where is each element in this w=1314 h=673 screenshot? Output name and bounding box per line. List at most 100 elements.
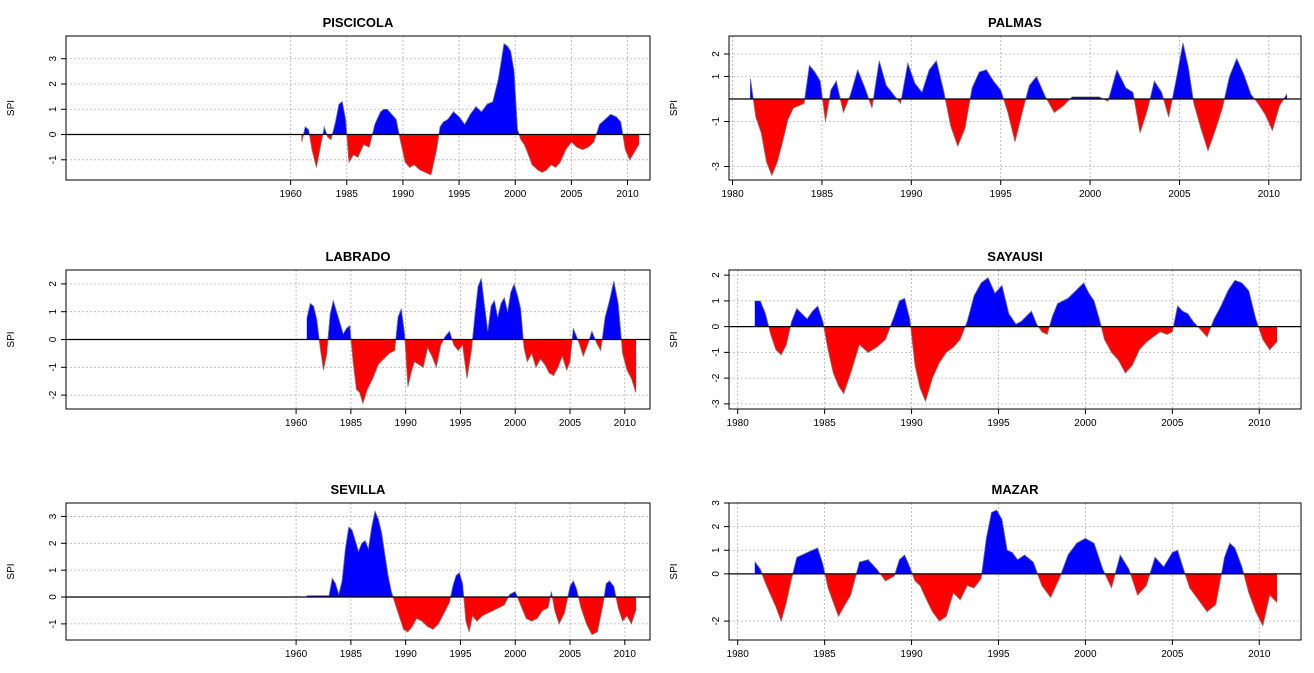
sayausi-ylabel: SPI: [669, 331, 680, 347]
labrado-title: LABRADO: [326, 249, 391, 264]
palmas-xtick-label: 2010: [1258, 189, 1281, 200]
palmas-ytick-label: 2: [711, 51, 722, 57]
palmas-xtick-label: 1995: [990, 189, 1013, 200]
mazar-negative-area: [762, 574, 1277, 626]
labrado-ylabel: SPI: [6, 331, 17, 347]
mazar-panel: MAZARSPI1980 1985 1990 1995 2000 2005 2010-201…: [669, 482, 1301, 660]
piscicola-xtick-label: 1995: [448, 189, 471, 200]
palmas-negative-area: [753, 99, 1284, 176]
sevilla-xtick-label: 1985: [340, 649, 363, 660]
labrado-xtick-label: 1990: [395, 418, 418, 429]
labrado-xtick-label: 2005: [559, 418, 582, 429]
mazar-ytick-label: 3: [711, 500, 722, 506]
palmas-ytick-label: -1: [711, 117, 722, 126]
labrado-xtick-label: 1960: [285, 418, 308, 429]
piscicola-xtick-label: 1985: [336, 189, 359, 200]
piscicola-xtick-label: 2010: [616, 189, 639, 200]
sayausi-xtick-label: 1985: [813, 418, 836, 429]
piscicola-ylabel: SPI: [6, 100, 17, 116]
piscicola-xtick-label: 2005: [560, 189, 583, 200]
mazar-ytick-label: -2: [711, 616, 722, 625]
piscicola-ytick-label: 3: [48, 56, 59, 62]
sayausi-ytick-label: 2: [711, 272, 722, 278]
sayausi-xtick-label: 2005: [1161, 418, 1184, 429]
labrado-ytick-label: 2: [48, 281, 59, 287]
sayausi-positive-area: [755, 278, 1258, 327]
sevilla-title: SEVILLA: [331, 482, 387, 497]
mazar-xtick-label: 2000: [1074, 649, 1097, 660]
sayausi-xtick-label: 1990: [900, 418, 923, 429]
palmas-ylabel: SPI: [669, 100, 680, 116]
labrado-xtick-label: 2000: [504, 418, 527, 429]
sayausi-xtick-label: 1995: [987, 418, 1010, 429]
piscicola-title: PISCICOLA: [323, 15, 394, 30]
sevilla-ytick-label: 1: [48, 567, 59, 573]
piscicola-negative-area: [302, 135, 639, 175]
mazar-xtick-label: 1990: [900, 649, 923, 660]
sevilla-xtick-label: 1995: [449, 649, 472, 660]
sevilla-ylabel: SPI: [6, 563, 17, 579]
piscicola-xtick-label: 2000: [504, 189, 527, 200]
labrado-ytick-label: -2: [48, 390, 59, 399]
sevilla-ytick-label: 0: [48, 594, 59, 600]
sevilla-ytick-label: 3: [48, 513, 59, 519]
piscicola-ytick-label: 2: [48, 81, 59, 87]
mazar-ylabel: SPI: [669, 563, 680, 579]
palmas-xtick-label: 1980: [721, 189, 744, 200]
sayausi-ytick-label: 0: [711, 323, 722, 329]
mazar-xtick-label: 1995: [987, 649, 1010, 660]
labrado-ytick-label: 0: [48, 336, 59, 342]
palmas-xtick-label: 2000: [1079, 189, 1102, 200]
mazar-xtick-label: 1985: [813, 649, 836, 660]
sevilla-ytick-label: -1: [48, 619, 59, 628]
labrado-negative-area: [319, 340, 636, 404]
mazar-ytick-label: 2: [711, 523, 722, 529]
piscicola-ytick-label: -1: [48, 155, 59, 164]
mazar-ytick-label: 0: [711, 571, 722, 577]
labrado-ytick-label: -1: [48, 362, 59, 371]
piscicola-plot-frame: [66, 36, 650, 180]
sayausi-plot-frame: [729, 270, 1301, 409]
sayausi-ytick-label: -1: [711, 347, 722, 356]
sevilla-xtick-label: 2010: [614, 649, 637, 660]
palmas-xtick-label: 2005: [1168, 189, 1191, 200]
sayausi-xtick-label: 1980: [727, 418, 750, 429]
mazar-xtick-label: 2010: [1248, 649, 1271, 660]
sevilla-ytick-label: 2: [48, 540, 59, 546]
labrado-xtick-label: 1985: [340, 418, 363, 429]
palmas-xtick-label: 1985: [811, 189, 834, 200]
sevilla-xtick-label: 2005: [559, 649, 582, 660]
sayausi-ytick-label: 1: [711, 298, 722, 304]
mazar-positive-area: [755, 510, 1244, 574]
mazar-xtick-label: 1980: [727, 649, 750, 660]
labrado-ytick-label: 1: [48, 308, 59, 314]
palmas-ytick-label: -3: [711, 162, 722, 171]
piscicola-positive-area: [304, 44, 623, 135]
mazar-title: MAZAR: [992, 482, 1040, 497]
sevilla-xtick-label: 1990: [395, 649, 418, 660]
palmas-ytick-label: 1: [711, 73, 722, 79]
sevilla-xtick-label: 1960: [285, 649, 308, 660]
sayausi-xtick-label: 2000: [1074, 418, 1097, 429]
palmas-panel: PALMAS SPI 1980 1985 1990 1995 2000 2005 2010 -3 -…: [669, 15, 1301, 200]
mazar-xtick-label: 2005: [1161, 649, 1184, 660]
sayausi-title: SAYAUSI: [987, 249, 1042, 264]
sayausi-ytick-label: -2: [711, 373, 722, 382]
palmas-xtick-label: 1990: [900, 189, 923, 200]
sayausi-panel: SAYAUSI SPI 1980 1985 1990 1995 2000 2005 2010 -3…: [669, 249, 1301, 429]
sevilla-panel: SEVILLA SPI 1960 1985 1990 1995 2000 2005 2010 -1…: [6, 482, 650, 660]
piscicola-xtick-label: 1960: [279, 189, 302, 200]
sevilla-xtick-label: 2000: [504, 649, 527, 660]
piscicola-panel: PISCICOLA SPI 1960 1985 1990 1995 2000 2005 2010…: [6, 15, 650, 200]
sayausi-xtick-label: 2010: [1248, 418, 1271, 429]
labrado-panel: LABRADO SPI 1960 1985 1990 1995 2000 2005 2010 -2…: [6, 249, 650, 429]
labrado-xtick-label: 1995: [449, 418, 472, 429]
piscicola-ytick-label: 0: [48, 131, 59, 137]
piscicola-xtick-label: 1990: [392, 189, 415, 200]
piscicola-ytick-label: 1: [48, 106, 59, 112]
palmas-title: PALMAS: [988, 15, 1042, 30]
sayausi-ytick-label: -3: [711, 399, 722, 408]
labrado-xtick-label: 2010: [614, 418, 637, 429]
sevilla-negative-area: [393, 597, 636, 635]
